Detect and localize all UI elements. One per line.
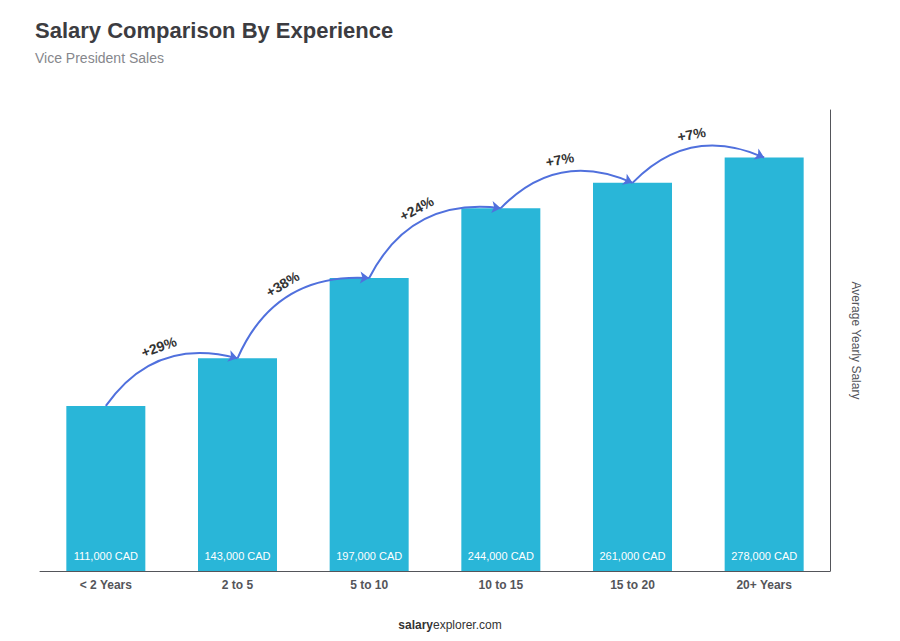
svg-text:278,000 CAD: 278,000 CAD (731, 550, 797, 562)
svg-text:10 to 15: 10 to 15 (478, 578, 523, 592)
svg-text:< 2 Years: < 2 Years (80, 578, 132, 592)
svg-text:salary: salary (398, 618, 433, 632)
svg-text:143,000 CAD: 143,000 CAD (204, 550, 270, 562)
svg-text:+7%: +7% (676, 124, 707, 145)
svg-text:+38%: +38% (263, 268, 303, 301)
svg-text:15 to 20: 15 to 20 (610, 578, 655, 592)
svg-text:111,000 CAD: 111,000 CAD (74, 550, 138, 562)
svg-text:20+ Years: 20+ Years (736, 578, 792, 592)
svg-text:+29%: +29% (139, 333, 179, 361)
svg-text:Average Yearly Salary: Average Yearly Salary (849, 282, 863, 400)
svg-text:+7%: +7% (544, 149, 575, 170)
svg-text:197,000 CAD: 197,000 CAD (336, 550, 402, 562)
svg-text:+24%: +24% (397, 193, 437, 224)
svg-text:Vice President Sales: Vice President Sales (35, 50, 164, 66)
svg-text:explorer.com: explorer.com (433, 618, 502, 632)
svg-text:244,000 CAD: 244,000 CAD (468, 550, 534, 562)
svg-text:Salary Comparison By Experienc: Salary Comparison By Experience (35, 18, 393, 43)
svg-text:5 to 10: 5 to 10 (350, 578, 388, 592)
svg-text:2 to 5: 2 to 5 (222, 578, 254, 592)
svg-text:261,000 CAD: 261,000 CAD (599, 550, 665, 562)
